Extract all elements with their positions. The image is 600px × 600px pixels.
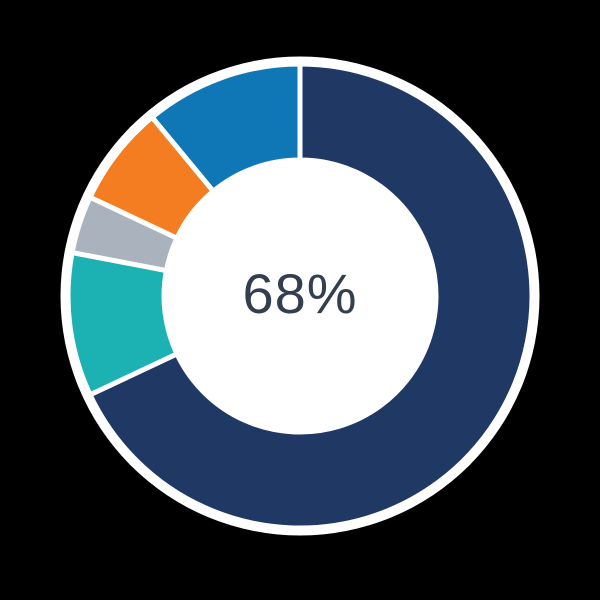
donut-segment-navy — [86, 61, 535, 531]
donut-segment-blue — [148, 61, 303, 195]
donut-center-label: 68% — [242, 261, 358, 325]
